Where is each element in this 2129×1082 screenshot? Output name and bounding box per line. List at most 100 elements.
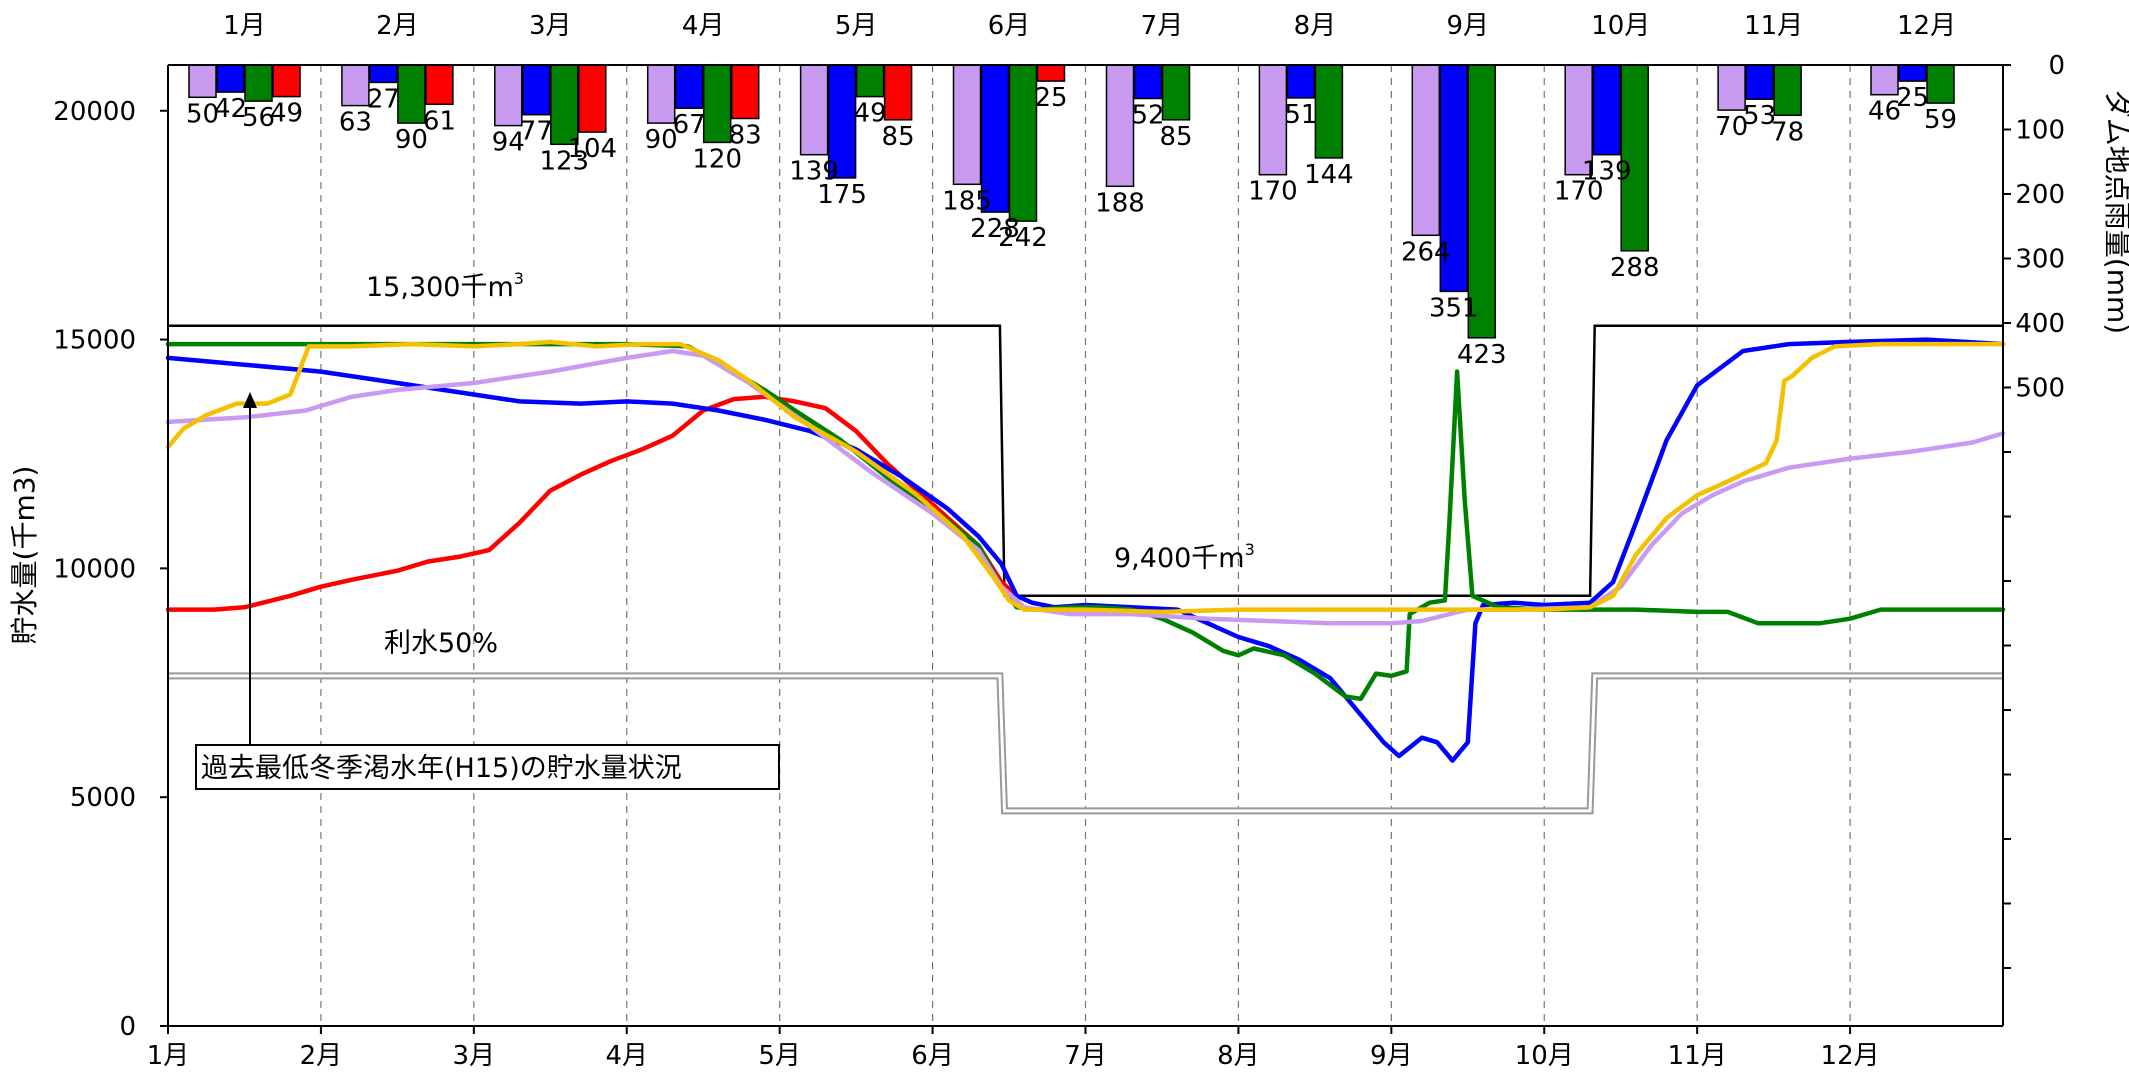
top-month-label-8: 8月 xyxy=(1294,11,1337,41)
y2-tick-label-400: 400 xyxy=(2015,309,2065,339)
top-month-label-12: 12月 xyxy=(1897,11,1956,41)
rain-bar-m5-s1 xyxy=(799,64,829,156)
rain-label-m6-s3: 242 xyxy=(998,223,1048,253)
rain-bar-m9-s1 xyxy=(1411,64,1441,237)
rain-bar-m6-s3 xyxy=(1008,64,1038,222)
rain-label-m2-s2: 27 xyxy=(367,84,400,114)
rain-bar-m6-s2 xyxy=(980,64,1010,213)
rain-label-m9-s3: 423 xyxy=(1457,340,1507,370)
y-axis-title: 貯水量(千m3) xyxy=(8,466,41,645)
rain-label-m5-s1: 139 xyxy=(789,157,839,187)
rain-bar-m8-s1 xyxy=(1258,64,1288,176)
rain-bar-m6-s1 xyxy=(952,64,982,186)
rain-label-m5-s2: 175 xyxy=(817,180,867,210)
rain-label-m2-s3: 90 xyxy=(395,125,428,155)
x-tick-label-5: 5月 xyxy=(758,1041,801,1071)
x-tick-label-9: 9月 xyxy=(1370,1041,1413,1071)
rain-bar-m7-s3 xyxy=(1161,64,1191,121)
x-tick-label-12: 12月 xyxy=(1821,1041,1880,1071)
top-month-label-11: 11月 xyxy=(1744,11,1803,41)
rain-label-m8-s1: 170 xyxy=(1248,177,1298,207)
rain-bar-m12-s2 xyxy=(1898,64,1927,82)
rain-label-m1-s3: 56 xyxy=(242,103,275,133)
rain-label-m3-s4: 104 xyxy=(567,134,617,164)
top-month-label-1: 1月 xyxy=(223,11,266,41)
y2-tick-label-300: 300 xyxy=(2015,245,2065,275)
rain-bar-m2-s3 xyxy=(397,64,426,124)
top-month-label-6: 6月 xyxy=(988,11,1031,41)
storage-line-4 xyxy=(165,348,2006,626)
rain-bar-m5-s4 xyxy=(883,64,913,121)
rain-label-m4-s1: 90 xyxy=(645,125,678,155)
y2-tick-label-0: 0 xyxy=(2048,51,2065,81)
rain-bar-m5-s2 xyxy=(827,64,857,179)
x-tick-label-2: 2月 xyxy=(300,1041,343,1071)
y-tick-label-15000: 15000 xyxy=(53,326,136,356)
vertical-gridlines xyxy=(320,65,1851,1026)
rain-bar-m3-s4 xyxy=(578,64,607,133)
rain-bar-m3-s3 xyxy=(550,64,579,146)
rain-bar-m4-s3 xyxy=(702,64,732,144)
rain-bar-m11-s3 xyxy=(1773,64,1802,117)
rain-bar-m8-s2 xyxy=(1286,64,1316,99)
y2-tick-label-200: 200 xyxy=(2015,180,2065,210)
water-use-50-label: 利水50% xyxy=(384,628,498,659)
x-tick-label-3: 3月 xyxy=(453,1041,496,1071)
rain-label-m3-s1: 94 xyxy=(492,128,525,158)
top-month-label-4: 4月 xyxy=(682,11,725,41)
rain-bar-m9-s3 xyxy=(1467,64,1497,339)
top-month-label-10: 10月 xyxy=(1591,11,1650,41)
reference-line-upper xyxy=(168,324,2003,598)
y-tick-label-0: 0 xyxy=(119,1012,136,1042)
rain-label-m8-s2: 51 xyxy=(1284,100,1317,130)
rain-bar-m10-s1 xyxy=(1564,64,1593,176)
rain-label-m12-s2: 25 xyxy=(1896,83,1929,113)
y-tick-label-10000: 10000 xyxy=(53,554,136,584)
storage-line-5 xyxy=(165,339,2006,615)
reference-line-lower-inner xyxy=(168,674,2003,813)
rain-bar-m5-s3 xyxy=(855,64,885,98)
rain-bar-m4-s4 xyxy=(730,64,760,120)
rain-label-m4-s4: 83 xyxy=(729,121,762,151)
rain-label-m10-s1: 170 xyxy=(1554,177,1604,207)
top-month-label-3: 3月 xyxy=(529,11,572,41)
rain-label-m3-s3: 123 xyxy=(539,146,589,176)
rain-label-m11-s3: 78 xyxy=(1771,117,1804,147)
rain-bar-m2-s1 xyxy=(341,64,370,107)
rain-bar-m11-s1 xyxy=(1717,64,1746,111)
rain-bar-m11-s2 xyxy=(1745,64,1774,100)
rain-label-m9-s2: 351 xyxy=(1429,293,1479,323)
rain-label-m1-s1: 50 xyxy=(186,99,219,129)
rain-bar-m4-s2 xyxy=(674,64,704,109)
top-month-label-2: 2月 xyxy=(376,11,419,41)
rain-label-m10-s3: 288 xyxy=(1610,253,1660,283)
rain-label-m7-s1: 188 xyxy=(1095,188,1145,218)
x-tick-label-6: 6月 xyxy=(911,1041,954,1071)
rain-label-m10-s2: 139 xyxy=(1582,157,1632,187)
x-tick-label-1: 1月 xyxy=(147,1041,190,1071)
rain-bar-m1-s4 xyxy=(272,64,301,98)
rain-bar-m3-s2 xyxy=(522,64,551,116)
rain-label-m5-s4: 85 xyxy=(882,122,915,152)
rain-label-m8-s3: 144 xyxy=(1304,160,1354,190)
x-tick-label-4: 4月 xyxy=(605,1041,648,1071)
callout-box xyxy=(195,744,780,790)
rain-label-m6-s2: 228 xyxy=(970,214,1020,244)
rain-bar-m10-s3 xyxy=(1620,64,1649,252)
rain-label-m7-s2: 52 xyxy=(1131,101,1164,131)
y2-axis-title: ダム地点雨量(mm) xyxy=(2101,90,2129,334)
x-tick-label-8: 8月 xyxy=(1217,1041,1260,1071)
rain-bar-m10-s2 xyxy=(1592,64,1621,156)
axis-ticks: 0 5000 10000 15000 20000 0 100 200 300 400 500 1月 1月… xyxy=(53,11,2065,1071)
rain-bar-m2-s2 xyxy=(369,64,398,84)
callout-text: 過去最低冬季渇水年(H15)の貯水量状況 xyxy=(201,753,682,784)
rain-label-m2-s4: 61 xyxy=(423,106,456,136)
h15-callout: 過去最低冬季渇水年(H15)の貯水量状況 xyxy=(195,392,780,790)
rain-label-m1-s4: 49 xyxy=(270,99,303,129)
rain-label-m9-s1: 264 xyxy=(1401,237,1451,267)
rain-label-m2-s1: 63 xyxy=(339,108,372,138)
rain-bar-m1-s2 xyxy=(216,64,245,93)
top-month-label-9: 9月 xyxy=(1447,11,1490,41)
rain-label-m5-s3: 49 xyxy=(854,99,887,129)
y2-tick-label-100: 100 xyxy=(2015,116,2065,146)
